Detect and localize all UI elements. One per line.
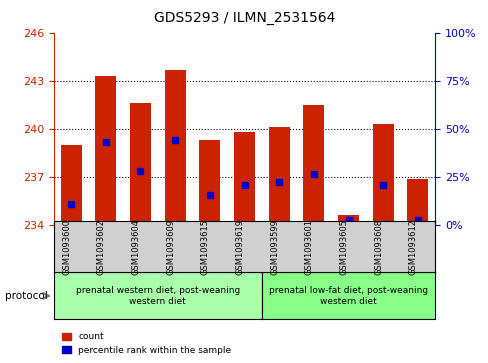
- Bar: [95, 76, 116, 225]
- Bar: [268, 127, 289, 225]
- Bar: [372, 124, 393, 225]
- Text: GSM1093599: GSM1093599: [270, 219, 279, 275]
- Bar: [234, 132, 254, 225]
- Text: prenatal low-fat diet, post-weaning
western diet: prenatal low-fat diet, post-weaning west…: [268, 286, 427, 306]
- Text: protocol: protocol: [5, 291, 47, 301]
- Text: GSM1093609: GSM1093609: [166, 219, 175, 275]
- Text: GSM1093619: GSM1093619: [235, 219, 244, 275]
- Text: GSM1093601: GSM1093601: [304, 219, 313, 275]
- Text: GDS5293 / ILMN_2531564: GDS5293 / ILMN_2531564: [154, 11, 334, 25]
- Text: prenatal western diet, post-weaning
western diet: prenatal western diet, post-weaning west…: [76, 286, 240, 306]
- Text: GSM1093602: GSM1093602: [97, 219, 105, 275]
- Text: GSM1093600: GSM1093600: [62, 219, 71, 275]
- Legend: count, percentile rank within the sample: count, percentile rank within the sample: [58, 329, 234, 359]
- Text: GSM1093605: GSM1093605: [339, 219, 348, 275]
- Text: GSM1093604: GSM1093604: [131, 219, 140, 275]
- Text: GSM1093608: GSM1093608: [373, 219, 383, 275]
- Bar: [61, 145, 81, 225]
- Bar: [199, 140, 220, 225]
- Text: GSM1093615: GSM1093615: [201, 219, 209, 275]
- Bar: [337, 216, 358, 225]
- Bar: [303, 105, 324, 225]
- Bar: [164, 70, 185, 225]
- Bar: [130, 103, 151, 225]
- Text: GSM1093612: GSM1093612: [408, 219, 417, 275]
- Bar: [407, 179, 427, 225]
